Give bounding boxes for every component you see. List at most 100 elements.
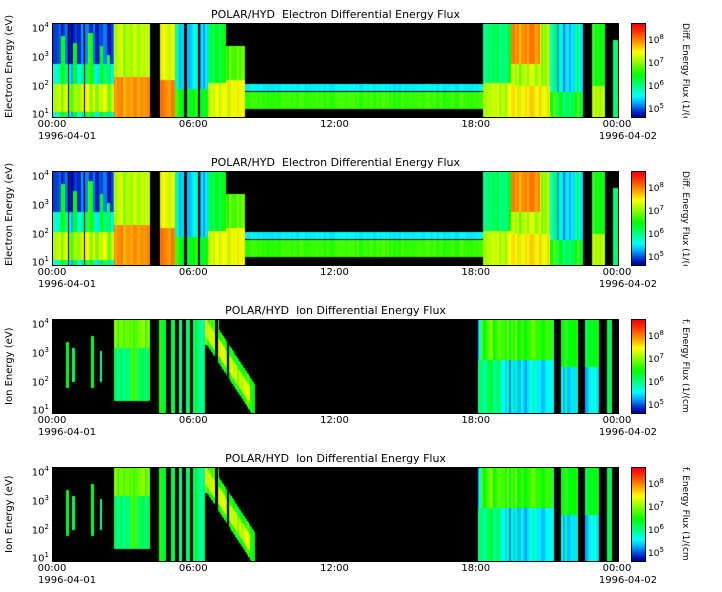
y-tick-base: 10 bbox=[31, 405, 45, 417]
y-tick-exp: 2 bbox=[44, 79, 49, 87]
colorbar-tick-label: 108 bbox=[648, 181, 664, 194]
colorbar-ticks: 108 107 106 105 bbox=[646, 171, 676, 266]
y-tick-label: 103 bbox=[32, 346, 49, 359]
colorbar-ticks: 108 107 106 105 bbox=[646, 319, 676, 414]
x-axis-date-start: 1996-04-01 bbox=[38, 279, 97, 290]
colorbar-tick-label: 108 bbox=[648, 33, 664, 46]
colorbar-tick-label: 105 bbox=[648, 250, 664, 263]
colorbar-label: f. Energy Flux (1/(cm^2 bbox=[680, 319, 690, 414]
colorbar-tick-label: 108 bbox=[648, 329, 664, 342]
y-tick-exp: 4 bbox=[44, 169, 49, 177]
y-axis-ticks: 104 103 102 101 bbox=[18, 21, 52, 121]
colorbar-tick-base: 10 bbox=[648, 207, 660, 217]
panel-title: POLAR/HYD Electron Differential Energy F… bbox=[210, 8, 461, 21]
spectrogram-panel: POLAR/HYD Electron Differential Energy F… bbox=[0, 148, 722, 296]
colorbar-tick-base: 10 bbox=[648, 332, 660, 342]
spectrogram-canvas bbox=[52, 171, 619, 266]
colorbar-spacer bbox=[619, 467, 631, 562]
colorbar-tick-base: 10 bbox=[648, 184, 660, 194]
x-axis-dates: 1996-04-01 1996-04-02 bbox=[38, 427, 657, 439]
panel-body: Ion Energy (eV) 104 103 102 101 00:00 06… bbox=[0, 465, 722, 586]
x-tick-label: 06:00 bbox=[178, 119, 208, 130]
y-tick-base: 10 bbox=[31, 171, 45, 183]
x-tick-label: 18:00 bbox=[461, 267, 491, 278]
x-tick-label: 12:00 bbox=[320, 267, 349, 278]
y-tick-base: 10 bbox=[31, 52, 45, 64]
colorbar-tick-exp: 7 bbox=[659, 204, 664, 212]
colorbar-tick-base: 10 bbox=[648, 230, 660, 240]
colorbar-tick-exp: 7 bbox=[659, 352, 664, 360]
y-tick-label: 104 bbox=[32, 317, 49, 330]
x-axis-date-start: 1996-04-01 bbox=[38, 131, 97, 142]
colorbar-tick-label: 106 bbox=[648, 227, 664, 240]
y-tick-exp: 4 bbox=[44, 465, 49, 473]
panel-title: POLAR/HYD Electron Differential Energy F… bbox=[210, 156, 461, 169]
colorbar-tick-exp: 5 bbox=[659, 250, 664, 258]
y-tick-label: 104 bbox=[32, 169, 49, 182]
y-tick-exp: 1 bbox=[44, 255, 49, 263]
y-tick-label: 101 bbox=[32, 551, 49, 564]
x-tick-label: 06:00 bbox=[178, 267, 208, 278]
x-tick-label: 06:00 bbox=[178, 563, 208, 574]
colorbar-tick-label: 106 bbox=[648, 79, 664, 92]
y-tick-base: 10 bbox=[31, 377, 45, 389]
y-tick-base: 10 bbox=[31, 319, 45, 331]
colorbar-spacer bbox=[619, 171, 631, 266]
y-tick-base: 10 bbox=[31, 525, 45, 537]
colorbar-tick-exp: 7 bbox=[659, 500, 664, 508]
x-tick-label: 18:00 bbox=[461, 415, 491, 426]
y-tick-base: 10 bbox=[31, 81, 45, 93]
x-tick-label: 18:00 bbox=[461, 563, 491, 574]
y-tick-exp: 2 bbox=[44, 375, 49, 383]
colorbar-tick-base: 10 bbox=[648, 401, 660, 411]
x-tick-label: 00:00 bbox=[602, 267, 632, 278]
y-tick-base: 10 bbox=[31, 496, 45, 508]
x-axis-dates: 1996-04-01 1996-04-02 bbox=[38, 279, 657, 291]
colorbar-tick-base: 10 bbox=[648, 355, 660, 365]
colorbar-tick-base: 10 bbox=[648, 503, 660, 513]
colorbar-tick-base: 10 bbox=[648, 549, 660, 559]
y-tick-exp: 3 bbox=[44, 50, 49, 58]
colorbar-tick-exp: 5 bbox=[659, 546, 664, 554]
x-axis-date-end: 1996-04-02 bbox=[598, 427, 657, 438]
y-tick-exp: 2 bbox=[44, 227, 49, 235]
colorbar-tick-exp: 7 bbox=[659, 56, 664, 64]
y-tick-exp: 1 bbox=[44, 403, 49, 411]
y-axis-ticks: 104 103 102 101 bbox=[18, 465, 52, 564]
y-tick-exp: 3 bbox=[44, 346, 49, 354]
y-tick-exp: 3 bbox=[44, 198, 49, 206]
y-tick-label: 102 bbox=[32, 227, 49, 240]
y-tick-label: 102 bbox=[32, 523, 49, 536]
colorbar-tick-label: 106 bbox=[648, 375, 664, 388]
spectrogram-panel: POLAR/HYD Ion Differential Energy Flux I… bbox=[0, 444, 722, 592]
x-axis-ticks: 00:00 06:00 12:00 18:00 00:00 bbox=[38, 415, 632, 427]
x-tick-label: 00:00 bbox=[602, 563, 632, 574]
colorbar-tick-exp: 8 bbox=[659, 329, 664, 337]
colorbar-tick-label: 107 bbox=[648, 204, 664, 217]
x-axis-date-start: 1996-04-01 bbox=[38, 575, 97, 586]
x-axis-dates: 1996-04-01 1996-04-02 bbox=[38, 575, 657, 587]
y-tick-label: 104 bbox=[32, 21, 49, 34]
colorbar-tick-exp: 8 bbox=[659, 181, 664, 189]
colorbar-tick-base: 10 bbox=[648, 526, 660, 536]
panel-body: Electron Energy (eV) 104 103 102 101 00:… bbox=[0, 162, 722, 290]
colorbar-spacer bbox=[619, 319, 631, 414]
y-tick-label: 103 bbox=[32, 50, 49, 63]
colorbar-tick-label: 108 bbox=[648, 477, 664, 490]
y-axis-ticks: 104 103 102 101 bbox=[18, 317, 52, 417]
x-tick-label: 12:00 bbox=[320, 415, 349, 426]
colorbar-tick-base: 10 bbox=[648, 378, 660, 388]
y-tick-base: 10 bbox=[31, 109, 45, 121]
colorbar-tick-exp: 8 bbox=[659, 33, 664, 41]
y-tick-exp: 3 bbox=[44, 494, 49, 502]
y-axis-label: Electron Energy (eV) bbox=[4, 162, 15, 266]
plot-area: 00:00 06:00 12:00 18:00 00:00 1996-04-01… bbox=[38, 467, 657, 586]
colorbar-tick-label: 107 bbox=[648, 500, 664, 513]
colorbar-tick-exp: 5 bbox=[659, 102, 664, 110]
y-tick-label: 103 bbox=[32, 494, 49, 507]
colorbar-label: Diff. Energy Flux (1/(cm bbox=[680, 23, 690, 118]
y-tick-base: 10 bbox=[31, 23, 45, 35]
x-axis-ticks: 00:00 06:00 12:00 18:00 00:00 bbox=[38, 267, 632, 279]
colorbar-tick-label: 107 bbox=[648, 56, 664, 69]
